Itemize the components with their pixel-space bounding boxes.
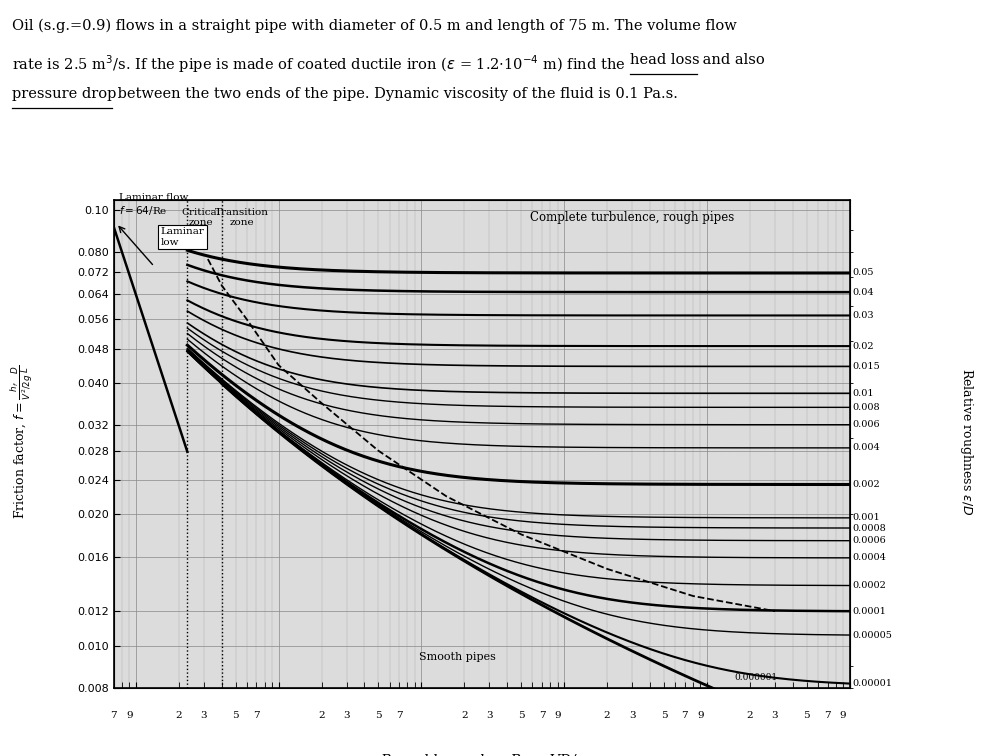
Text: 5: 5: [518, 711, 525, 720]
Text: 3: 3: [201, 711, 207, 720]
Text: Transition
zone: Transition zone: [214, 208, 269, 227]
Text: 5: 5: [661, 711, 667, 720]
Text: 9: 9: [840, 711, 847, 720]
Text: 0.0004: 0.0004: [853, 553, 886, 562]
Text: 0.05: 0.05: [853, 268, 874, 277]
Text: 2: 2: [176, 711, 182, 720]
Text: Smooth pipes: Smooth pipes: [419, 652, 496, 662]
Text: head loss: head loss: [630, 53, 700, 67]
Text: Critical
zone: Critical zone: [181, 208, 220, 227]
Text: 9: 9: [698, 711, 703, 720]
Text: 5: 5: [232, 711, 239, 720]
Text: 0.000001: 0.000001: [734, 673, 778, 682]
Text: Relative roughness $\varepsilon/D$: Relative roughness $\varepsilon/D$: [957, 368, 975, 516]
Text: 0.015: 0.015: [853, 362, 880, 371]
Text: pressure drop: pressure drop: [12, 87, 117, 101]
Text: Friction factor, $f=\frac{h_f}{V^2/2g}\frac{D}{L}$: Friction factor, $f=\frac{h_f}{V^2/2g}\f…: [9, 365, 35, 519]
Text: 2: 2: [318, 711, 325, 720]
Text: Reynolds number, Re = VD/v: Reynolds number, Re = VD/v: [380, 754, 583, 756]
Text: 7: 7: [538, 711, 545, 720]
Text: Laminar
low: Laminar low: [161, 228, 205, 247]
Text: 0.01: 0.01: [853, 389, 874, 398]
Text: 0.008: 0.008: [853, 403, 880, 412]
Text: 7: 7: [682, 711, 688, 720]
Text: 3: 3: [772, 711, 779, 720]
Text: 9: 9: [125, 711, 132, 720]
Text: 0.001: 0.001: [853, 513, 880, 522]
Text: 0.006: 0.006: [853, 420, 880, 429]
Text: 9: 9: [554, 711, 561, 720]
Text: 0.004: 0.004: [853, 443, 880, 452]
Text: 5: 5: [375, 711, 381, 720]
Text: 0.0006: 0.0006: [853, 536, 886, 545]
Text: 3: 3: [344, 711, 350, 720]
Text: 5: 5: [803, 711, 810, 720]
Text: 0.04: 0.04: [853, 287, 874, 296]
Text: 0.02: 0.02: [853, 342, 874, 351]
Text: 7: 7: [396, 711, 402, 720]
Text: 2: 2: [461, 711, 467, 720]
Text: 3: 3: [629, 711, 635, 720]
Text: Oil (s.g.=0.9) flows in a straight pipe with diameter of 0.5 m and length of 75 : Oil (s.g.=0.9) flows in a straight pipe …: [12, 19, 737, 33]
Text: and also: and also: [698, 53, 765, 67]
Text: between the two ends of the pipe. Dynamic viscosity of the fluid is 0.1 Pa.s.: between the two ends of the pipe. Dynami…: [113, 87, 678, 101]
Text: 0.0001: 0.0001: [853, 606, 886, 615]
Text: 2: 2: [604, 711, 611, 720]
Text: Laminar flow
$f=64/$Re: Laminar flow $f=64/$Re: [119, 194, 188, 217]
Text: 0.002: 0.002: [853, 480, 880, 489]
Text: 0.00005: 0.00005: [853, 631, 892, 640]
Text: 7: 7: [111, 711, 117, 720]
Text: 0.03: 0.03: [853, 311, 874, 320]
Text: 0.0008: 0.0008: [853, 523, 886, 532]
Text: Complete turbulence, rough pipes: Complete turbulence, rough pipes: [531, 212, 734, 225]
Text: 7: 7: [253, 711, 260, 720]
Text: 3: 3: [486, 711, 493, 720]
Text: 7: 7: [824, 711, 831, 720]
Text: 0.0002: 0.0002: [853, 581, 886, 590]
Text: 0.00001: 0.00001: [853, 679, 892, 688]
Text: rate is 2.5 m$^3$/s. If the pipe is made of coated ductile iron ($\varepsilon$ =: rate is 2.5 m$^3$/s. If the pipe is made…: [12, 53, 626, 75]
Text: 2: 2: [747, 711, 753, 720]
